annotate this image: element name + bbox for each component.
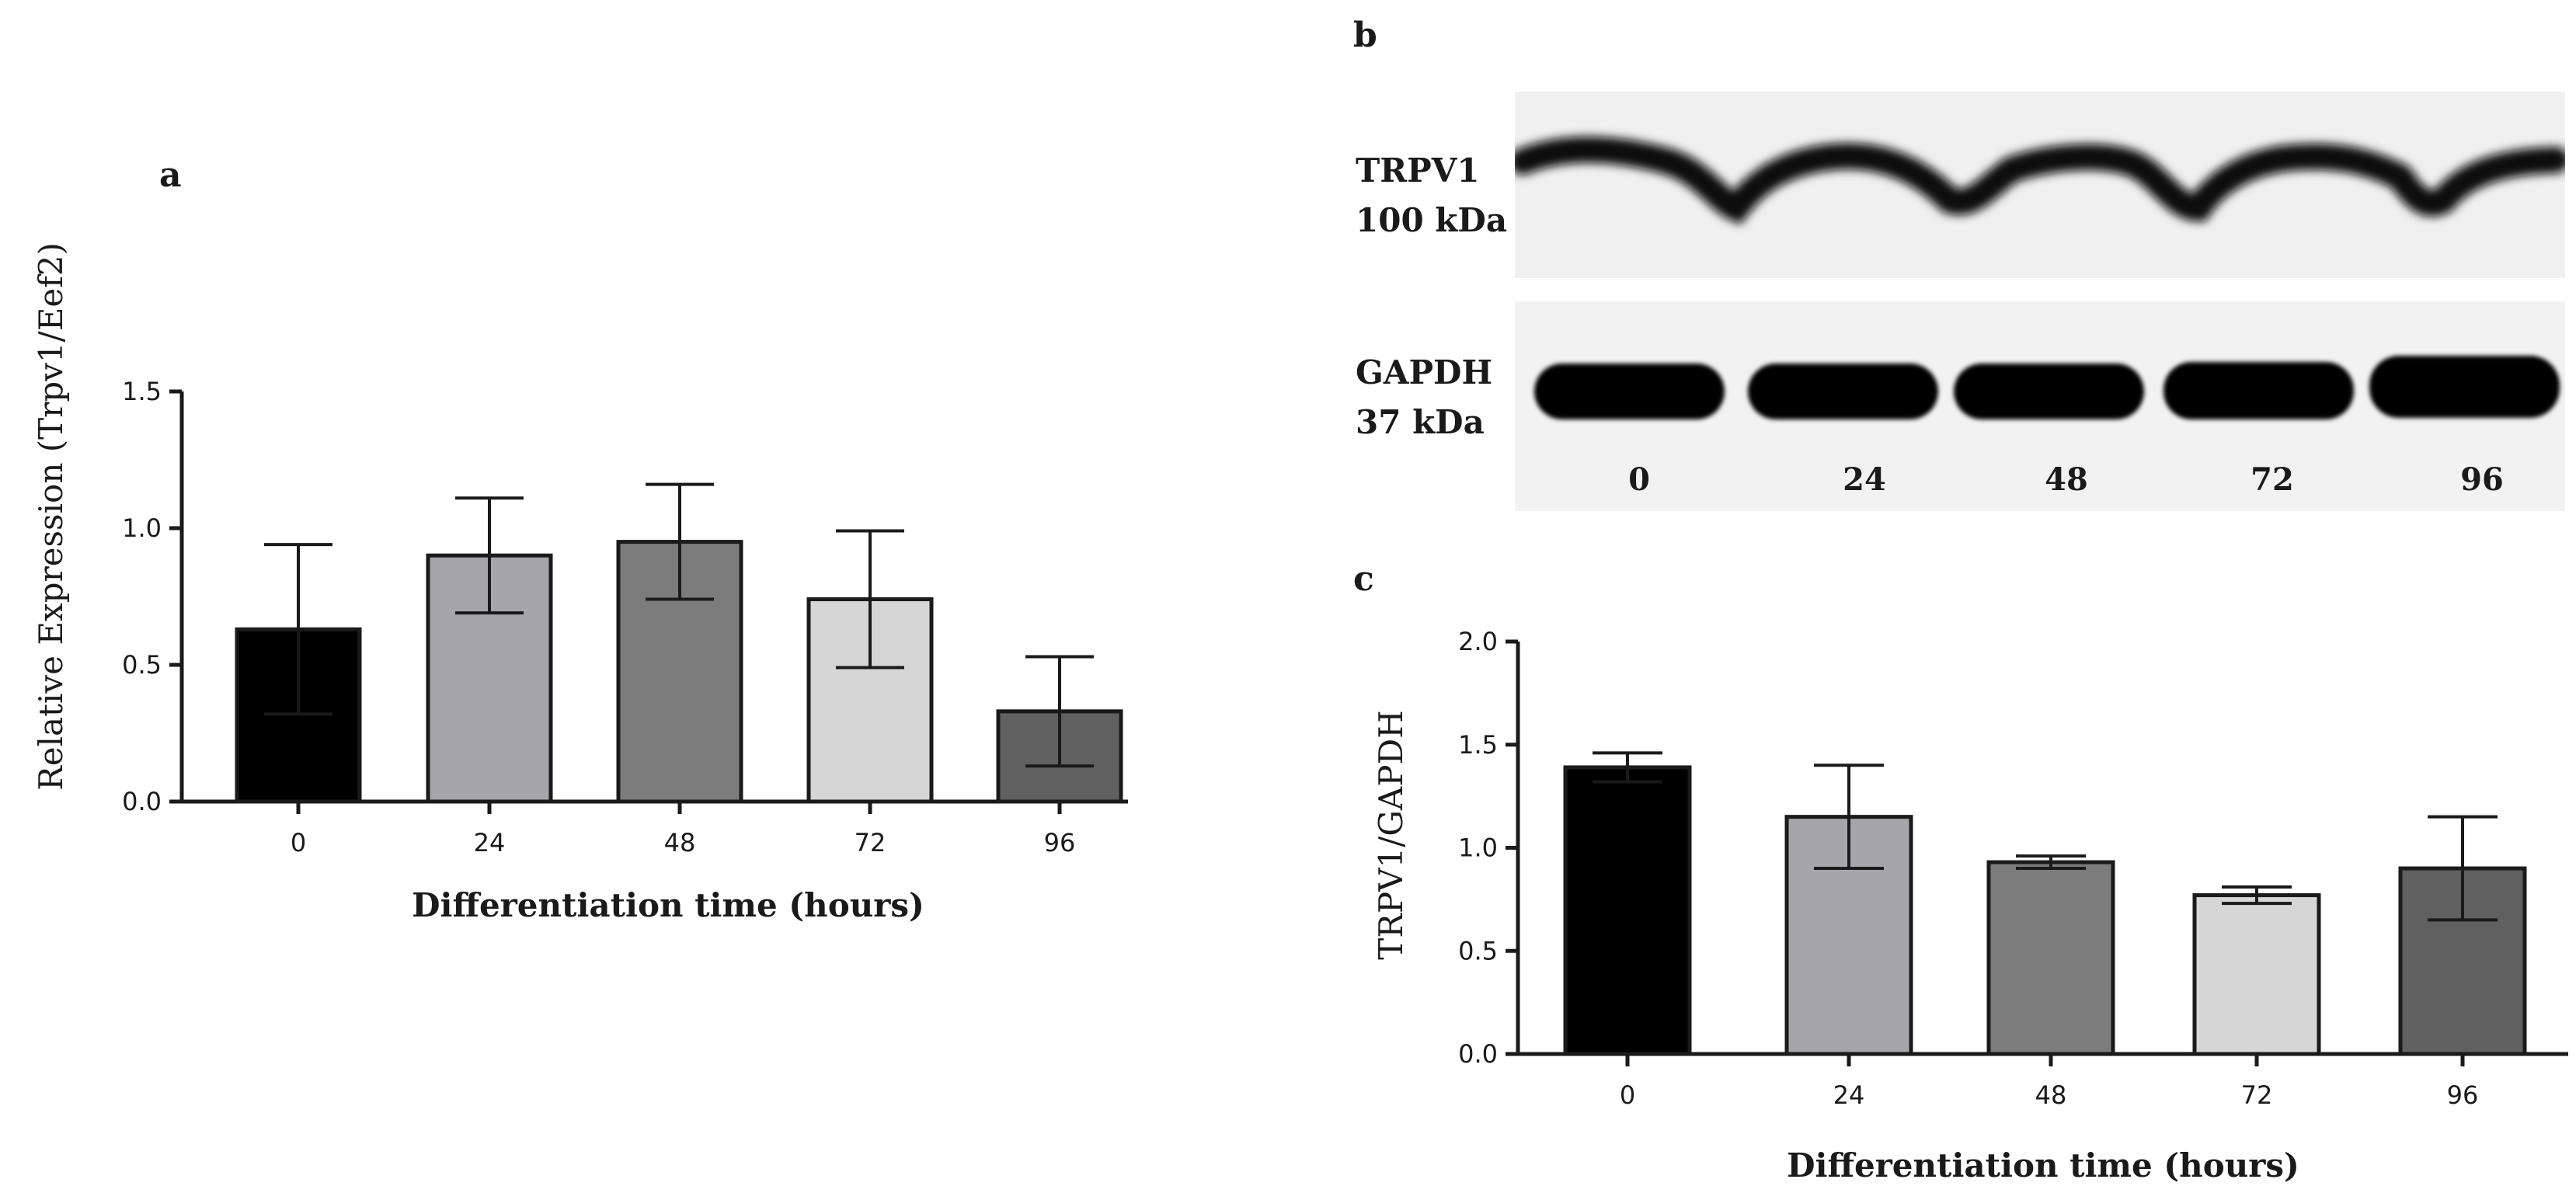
x-tick-label: 96 (1044, 828, 1076, 857)
panel-letter-a: a (159, 155, 182, 195)
x-tick-label: 48 (2035, 1080, 2067, 1110)
x-tick-label: 24 (474, 828, 506, 857)
lane-label: 0 (1628, 461, 1650, 498)
trpv1-band-name: TRPV1 (1356, 151, 1480, 190)
trpv1-band (1515, 136, 2565, 224)
chart-panel-a: 0.0 0.5 1.0 1.5 0 24 48 72 96 Differentiation tim… (32, 242, 1128, 924)
trpv1-band-size: 100 kDa (1356, 201, 1508, 239)
y-tick-label: 0.0 (1458, 1039, 1498, 1069)
panel-letter-c: c (1353, 559, 1374, 599)
x-tick-label: 0 (1620, 1080, 1635, 1110)
lane-label: 24 (1843, 461, 1886, 498)
y-tick-label: 0.5 (122, 650, 162, 680)
x-axis-title: Differentiation time (hours) (412, 886, 924, 924)
y-tick-label: 1.5 (122, 377, 162, 406)
blot-label-trpv1: TRPV1 100 kDa (1356, 146, 1507, 245)
x-tick-label: 72 (855, 828, 886, 857)
lane-label: 48 (2045, 461, 2088, 498)
x-tick-label: 72 (2241, 1080, 2273, 1110)
gapdh-bands (1534, 356, 2560, 419)
x-tick-label: 96 (2447, 1080, 2479, 1110)
panel-letter-b: b (1353, 16, 1377, 55)
y-tick-label: 1.0 (122, 513, 162, 543)
x-tick-label: 24 (1833, 1080, 1865, 1110)
x-tick-label: 48 (664, 828, 696, 857)
bar (1563, 765, 1692, 1056)
western-blot-image: 0 24 48 72 96 (1515, 92, 2565, 511)
blot-lane-labels: 0 24 48 72 96 (1628, 461, 2504, 498)
blot-label-gapdh: GAPDH 37 kDa (1356, 348, 1492, 447)
gapdh-band-size: 37 kDa (1356, 403, 1485, 441)
y-tick-label: 0.5 (1458, 936, 1498, 965)
bar (2192, 893, 2321, 1056)
x-tick-label: 0 (291, 828, 306, 857)
y-tick-label: 2.0 (1458, 627, 1498, 656)
y-tick-label: 1.0 (1458, 833, 1498, 863)
y-tick-label: 1.5 (1458, 730, 1498, 760)
y-tick-label: 0.0 (122, 787, 162, 816)
y-axis-title: Relative Expression (Trpv1/Eef2) (32, 242, 70, 791)
bar (2398, 866, 2527, 1056)
gapdh-band-name: GAPDH (1356, 353, 1493, 391)
lane-label: 96 (2460, 461, 2504, 498)
lane-label: 72 (2251, 461, 2294, 498)
bar (1986, 860, 2115, 1056)
y-axis-title: TRPV1/GAPDH (1372, 710, 1410, 960)
x-axis-title: Differentiation time (hours) (1787, 1146, 2299, 1184)
